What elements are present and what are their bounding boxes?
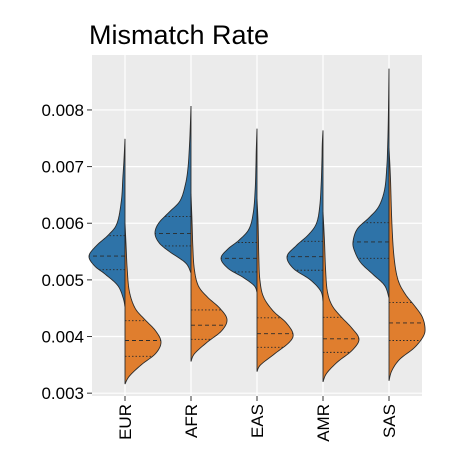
y-tick-label: 0.006 [41,214,84,233]
violin-right-amr [322,211,360,382]
y-tick-label: 0.008 [41,101,84,120]
violin-right-eur [124,223,162,385]
x-tick-label-eas: EAS [248,404,267,438]
y-tick-label: 0.003 [41,384,84,403]
violin-left-amr [286,130,324,302]
violin-left-afr [154,105,192,274]
x-tick-label-eur: EUR [116,404,135,440]
violin-left-eur [88,138,126,308]
y-axis-tick-labels: 0.003 0.004 0.005 0.006 0.007 0.008 [41,101,92,403]
violin-right-afr [190,193,228,362]
y-tick-label: 0.005 [41,271,84,290]
violin-left-eas [220,128,258,293]
chart-title: Mismatch Rate [89,20,269,50]
x-tick-label-sas: SAS [380,404,399,438]
y-tick-label: 0.004 [41,328,84,347]
violins [88,68,426,385]
violin-right-eas [256,198,294,372]
y-tick-label: 0.007 [41,158,84,177]
x-tick-label-afr: AFR [182,404,201,438]
x-tick-label-amr: AMR [314,404,333,442]
x-axis-tick-labels: EUR AFR EAS AMR SAS [116,396,399,442]
